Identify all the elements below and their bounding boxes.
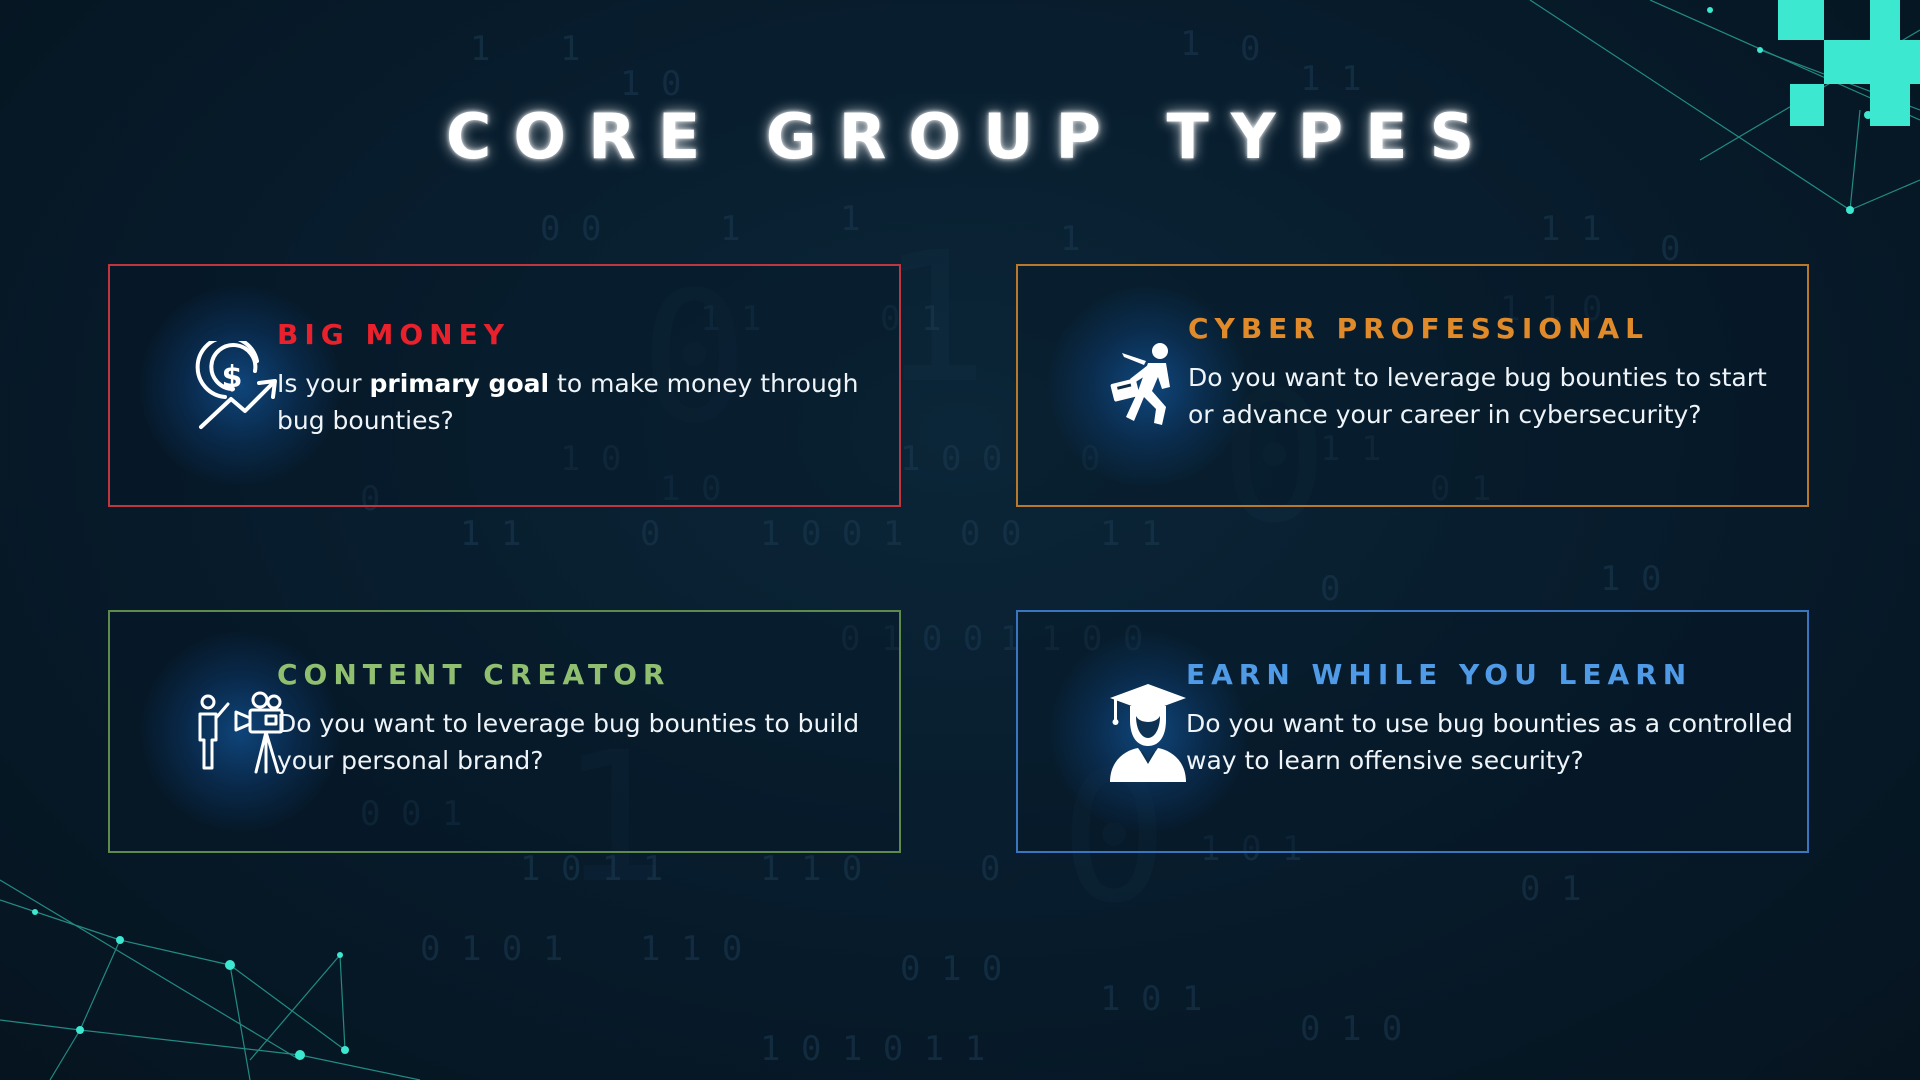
- svg-text:1: 1: [470, 29, 490, 69]
- svg-text:1: 1: [1180, 24, 1200, 64]
- svg-text:1 0 0: 1 0 0: [900, 439, 1002, 479]
- svg-text:1 1 0: 1 1 0: [1500, 289, 1602, 329]
- card-heading: EARN WHILE YOU LEARN: [1186, 658, 1693, 691]
- svg-text:0 0 1: 0 0 1: [360, 794, 462, 834]
- icon-glow: [140, 632, 340, 832]
- svg-text:1 0: 1 0: [1600, 559, 1661, 599]
- svg-text:0 0: 0 0: [960, 514, 1021, 554]
- svg-text:1 1: 1 1: [460, 514, 521, 554]
- svg-text:0: 0: [1660, 229, 1680, 269]
- svg-text:0 1 0: 0 1 0: [900, 949, 1002, 989]
- page-title: CORE GROUP TYPES: [445, 100, 1497, 173]
- svg-text:1 1: 1 1: [1540, 209, 1601, 249]
- card-text: EARN WHILE YOU LEARN Do you want to use …: [1186, 658, 1797, 779]
- svg-text:0: 0: [1320, 569, 1340, 609]
- svg-text:1 0: 1 0: [560, 439, 621, 479]
- svg-text:1 1: 1 1: [1300, 59, 1361, 99]
- svg-text:1 0 0 1: 1 0 0 1: [760, 514, 903, 554]
- svg-text:0 1 0 1: 0 1 0 1: [420, 929, 563, 969]
- svg-text:1 0 1 0 1 1: 1 0 1 0 1 1: [760, 1029, 985, 1069]
- svg-text:1 0: 1 0: [620, 64, 681, 104]
- svg-text:1 1: 1 1: [700, 299, 761, 339]
- card-description: Do you want to use bug bounties as a con…: [1186, 709, 1793, 775]
- businessman-walking-icon: [1048, 286, 1248, 486]
- svg-text:0 1: 0 1: [1430, 469, 1491, 509]
- svg-text:0: 0: [980, 849, 1000, 889]
- card-text: CONTENT CREATOR Do you want to leverage …: [277, 658, 889, 779]
- card-content-creator: CONTENT CREATOR Do you want to leverage …: [108, 610, 901, 853]
- card-heading: CONTENT CREATOR: [277, 658, 671, 691]
- svg-text:1 0 1: 1 0 1: [1200, 829, 1302, 869]
- svg-text:0 1 0 0: 0 1 0 0: [840, 619, 983, 659]
- svg-text:1: 1: [560, 714, 668, 923]
- pixel-logo: [1778, 0, 1920, 126]
- svg-text:1: 1: [880, 214, 988, 423]
- svg-text:$: $: [222, 360, 243, 395]
- card-text: BIG MONEY Is your primary goal to make m…: [277, 318, 889, 439]
- card-big-money: $ BIG MONEY Is your primary goal to make…: [108, 264, 901, 507]
- svg-text:0 1: 0 1: [880, 299, 941, 339]
- card-description: Do you want to leverage bug bounties to …: [1188, 363, 1767, 429]
- svg-text:0: 0: [360, 479, 380, 519]
- card-description: Is your primary goal to make money throu…: [277, 365, 889, 439]
- graduate-icon: [1048, 632, 1248, 832]
- card-cyber-professional: CYBER PROFESSIONAL Do you want to levera…: [1016, 264, 1809, 507]
- svg-text:1 1: 1 1: [1320, 429, 1381, 469]
- svg-text:0 1: 0 1: [1520, 869, 1581, 909]
- svg-text:1 0: 1 0: [660, 469, 721, 509]
- card-heading: CYBER PROFESSIONAL: [1188, 312, 1649, 345]
- video-camera-presenter-icon: [140, 632, 340, 832]
- svg-text:1 1 0: 1 1 0: [640, 929, 742, 969]
- svg-text:1 0 1 1: 1 0 1 1: [520, 849, 663, 889]
- card-heading: BIG MONEY: [277, 318, 510, 351]
- svg-text:0 1 0: 0 1 0: [1300, 1009, 1402, 1049]
- svg-text:1: 1: [560, 29, 580, 69]
- svg-text:0: 0: [1240, 29, 1260, 69]
- desc-text: to make money through bug bounties?: [277, 369, 859, 435]
- card-description: Do you want to leverage bug bounties to …: [277, 709, 860, 775]
- desc-text: Is your: [277, 369, 370, 398]
- svg-text:1 1 0: 1 1 0: [760, 849, 862, 889]
- card-text: CYBER PROFESSIONAL Do you want to levera…: [1188, 312, 1797, 433]
- svg-text:1: 1: [840, 199, 860, 239]
- svg-text:1 0 1: 1 0 1: [1100, 979, 1202, 1019]
- svg-text:0 0: 0 0: [540, 209, 601, 249]
- svg-text:1 1: 1 1: [1100, 514, 1161, 554]
- desc-emphasis: primary goal: [369, 369, 550, 398]
- dollar-growth-icon: $: [140, 286, 340, 486]
- icon-glow: [140, 286, 340, 486]
- svg-text:0: 0: [640, 514, 660, 554]
- svg-text:1: 1: [720, 209, 740, 249]
- svg-text:1: 1: [1060, 219, 1080, 259]
- card-earn-while-you-learn: EARN WHILE YOU LEARN Do you want to use …: [1016, 610, 1809, 853]
- svg-text:0: 0: [640, 254, 748, 463]
